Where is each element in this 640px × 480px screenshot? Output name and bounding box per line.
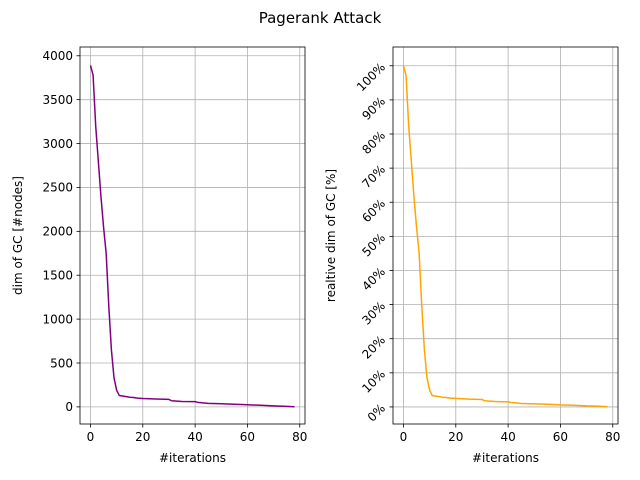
y-tick-label: 500 (50, 356, 73, 370)
axes-frame (392, 46, 619, 425)
y-tick-label: 0% (365, 401, 388, 424)
series-line (89, 65, 295, 408)
y-tick-label: 30% (359, 299, 388, 328)
figure-title: Pagerank Attack (259, 9, 382, 27)
y-tick-label: 70% (359, 162, 388, 191)
x-tick-label: 80 (605, 430, 620, 444)
y-tick-label: 2000 (42, 225, 73, 239)
y-tick-label: 10% (359, 367, 388, 396)
y-tick-label: 3500 (42, 93, 73, 107)
y-tick-label: 3000 (42, 137, 73, 151)
x-tick-label: 20 (448, 430, 463, 444)
y-tick-label: 1500 (42, 269, 73, 283)
x-tick-label: 40 (500, 430, 515, 444)
y-tick-label: 1000 (42, 312, 73, 326)
y-tick-label: 90% (359, 94, 388, 123)
y-tick-label: 20% (359, 333, 388, 362)
y-tick-label: 60% (359, 196, 388, 225)
y-axis-label: realtive dim of GC [%] (324, 169, 338, 302)
x-axis-label: #iterations (472, 451, 539, 465)
y-tick-label: 4000 (42, 49, 73, 63)
y-tick-label: 100% (354, 60, 388, 94)
y-tick-label: 0 (65, 400, 73, 414)
right-subplot: 0 20 40 60 80 0% 10% 20% 30% 40% 50% 60% 70% 80% 90%10… (324, 46, 620, 465)
x-tick-label: 20 (135, 430, 150, 444)
y-tick-label: 50% (359, 231, 388, 260)
y-tick-label: 40% (359, 265, 388, 294)
series-line (402, 65, 608, 408)
x-tick-label: 0 (87, 430, 95, 444)
x-tick-label: 40 (187, 430, 202, 444)
y-tick-label: 80% (359, 128, 388, 157)
x-axis-label: #iterations (159, 451, 226, 465)
x-tick-label: 80 (292, 430, 307, 444)
x-tick-label: 0 (400, 430, 408, 444)
left-subplot: 0 20 40 60 80 0 500 1000 1500 2000 2500 3000 3500 400… (11, 46, 307, 465)
y-axis-label: dim of GC [#nodes] (11, 176, 25, 295)
y-tick-label: 2500 (42, 181, 73, 195)
axes-frame (79, 46, 306, 425)
x-tick-label: 60 (553, 430, 568, 444)
x-tick-label: 60 (240, 430, 255, 444)
